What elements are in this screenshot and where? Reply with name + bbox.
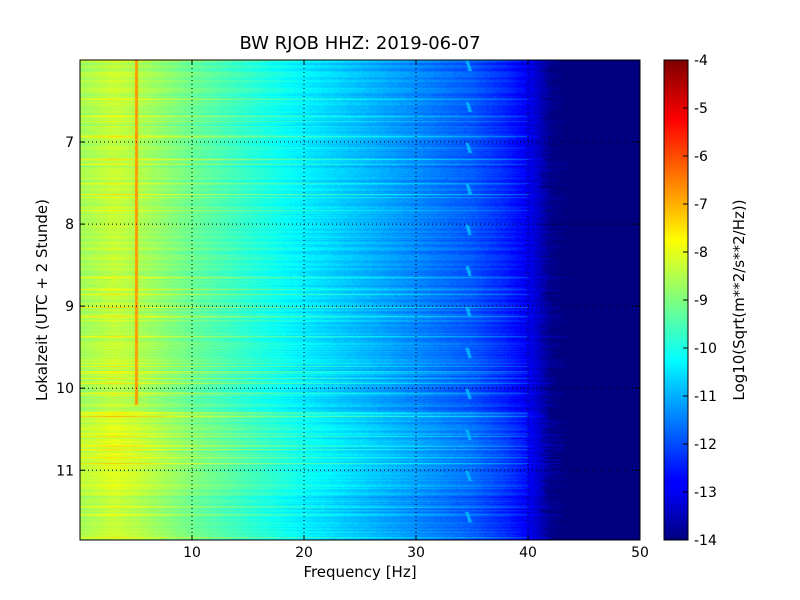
colorbar-tick-label: -9 [694,293,708,309]
colorbar-tick-label: -10 [694,341,717,357]
x-axis-label: Frequency [Hz] [303,563,416,581]
colorbar-ticks: -4 -5 -6 -7 -8 -9 -10 -11 -12 -13 -14 [683,53,717,549]
y-tick-label: 7 [65,135,74,151]
plot-area [79,59,641,541]
spectrogram-heatmap [80,60,640,540]
y-tick-label: 9 [65,299,74,315]
colorbar-label: Log10(Sqrt(m**2/s**2/Hz)) [730,199,748,400]
y-axis-ticks: 7 8 9 10 11 [56,135,640,479]
colorbar-tick-label: -12 [694,437,717,453]
chart-title: BW RJOB HHZ: 2019-06-07 [239,33,480,54]
x-tick-label: 50 [631,545,649,561]
colorbar-tick-label: -14 [694,533,717,549]
y-tick-label: 10 [56,381,74,397]
y-tick-label: 11 [56,463,74,479]
plot-frame [79,59,641,541]
colorbar-tick-label: -5 [694,101,708,117]
x-tick-label: 20 [295,545,313,561]
x-tick-label: 40 [519,545,537,561]
colorbar-tick-label: -8 [694,245,708,261]
x-axis-ticks: 10 20 30 40 50 [183,60,649,561]
colorbar-tick-label: -11 [694,389,717,405]
colorbar-tick-label: -13 [694,485,717,501]
colorbar-tick-label: -6 [694,149,708,165]
grid-lines [80,60,640,540]
colorbar-tick-label: -4 [694,53,708,69]
x-tick-label: 10 [183,545,201,561]
x-tick-label: 30 [407,545,425,561]
colorbar-tick-label: -7 [694,197,708,213]
y-tick-label: 8 [65,217,74,233]
y-axis-label: Lokalzeit (UTC + 2 Stunde) [33,199,51,401]
colorbar: -4 -5 -6 -7 -8 -9 -10 -11 -12 -13 -14 Log10(Sqrt(m… [663,53,748,549]
